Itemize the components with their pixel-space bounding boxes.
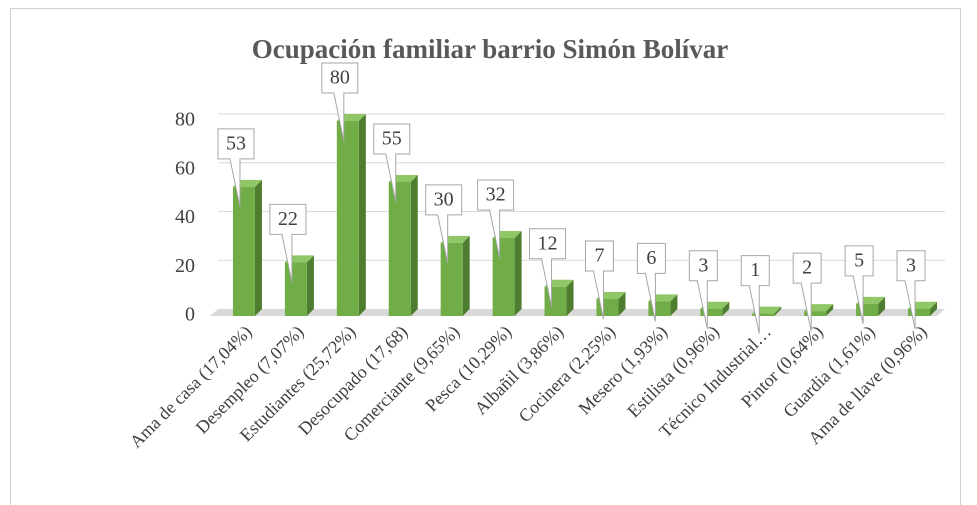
bar-side xyxy=(618,291,626,316)
bar-side xyxy=(254,179,262,316)
y-tick-label: 20 xyxy=(175,255,195,277)
data-label-box xyxy=(529,228,567,307)
bar-side xyxy=(566,279,574,316)
bar-front xyxy=(752,313,775,316)
data-label-box xyxy=(269,203,307,283)
chart-title: Ocupación familiar barrio Simón Bolívar xyxy=(252,34,729,64)
data-label: 80 xyxy=(330,67,350,89)
data-label: 12 xyxy=(538,232,558,254)
data-label-box xyxy=(636,242,666,322)
data-label-box xyxy=(896,250,926,329)
y-tick-label: 80 xyxy=(175,109,195,131)
bar-front xyxy=(232,186,255,316)
bar-front xyxy=(440,242,463,316)
data-label: 22 xyxy=(278,208,298,230)
data-label: 5 xyxy=(854,249,864,271)
bar-side xyxy=(930,301,938,316)
data-label: 6 xyxy=(646,247,656,269)
y-tick-label: 60 xyxy=(175,157,195,179)
data-label: 30 xyxy=(434,188,454,210)
data-label: 53 xyxy=(226,132,246,154)
bar-front xyxy=(388,181,411,316)
bar-front xyxy=(284,262,307,316)
data-label-box xyxy=(217,128,255,207)
data-label-box xyxy=(373,123,411,203)
data-label-box xyxy=(688,250,718,329)
bar-side xyxy=(826,304,834,316)
bar-side xyxy=(358,114,366,316)
bar-front xyxy=(804,311,827,316)
bar-side xyxy=(878,296,886,316)
data-label-box xyxy=(844,245,874,324)
bar-side xyxy=(306,255,314,316)
data-label: 55 xyxy=(382,128,402,150)
bar-front xyxy=(700,308,723,316)
bar xyxy=(492,231,522,316)
bar-front xyxy=(492,238,515,316)
data-label-box xyxy=(740,255,770,334)
bar-front xyxy=(336,121,359,316)
bar-side xyxy=(670,294,678,316)
bar xyxy=(388,174,418,316)
data-label: 7 xyxy=(594,245,604,267)
data-label: 3 xyxy=(698,254,708,276)
data-label: 32 xyxy=(486,184,506,206)
bar xyxy=(232,179,262,316)
data-label: 1 xyxy=(750,259,760,281)
bar-side xyxy=(722,301,730,316)
bar-side xyxy=(410,174,418,316)
bar-side xyxy=(514,231,522,316)
bar-front xyxy=(908,308,931,316)
data-label-box xyxy=(321,62,359,142)
floor xyxy=(210,309,945,316)
data-label-box xyxy=(584,240,614,320)
y-tick-label: 0 xyxy=(185,304,195,326)
data-label-box xyxy=(477,179,515,259)
bar-side xyxy=(774,306,782,316)
bar-side xyxy=(462,235,470,316)
data-label-box xyxy=(792,252,822,332)
data-label: 3 xyxy=(906,254,916,276)
bar xyxy=(440,235,470,316)
y-tick-label: 40 xyxy=(175,206,195,228)
data-label: 2 xyxy=(802,257,812,279)
data-label-box xyxy=(425,184,463,263)
bar xyxy=(336,114,366,316)
